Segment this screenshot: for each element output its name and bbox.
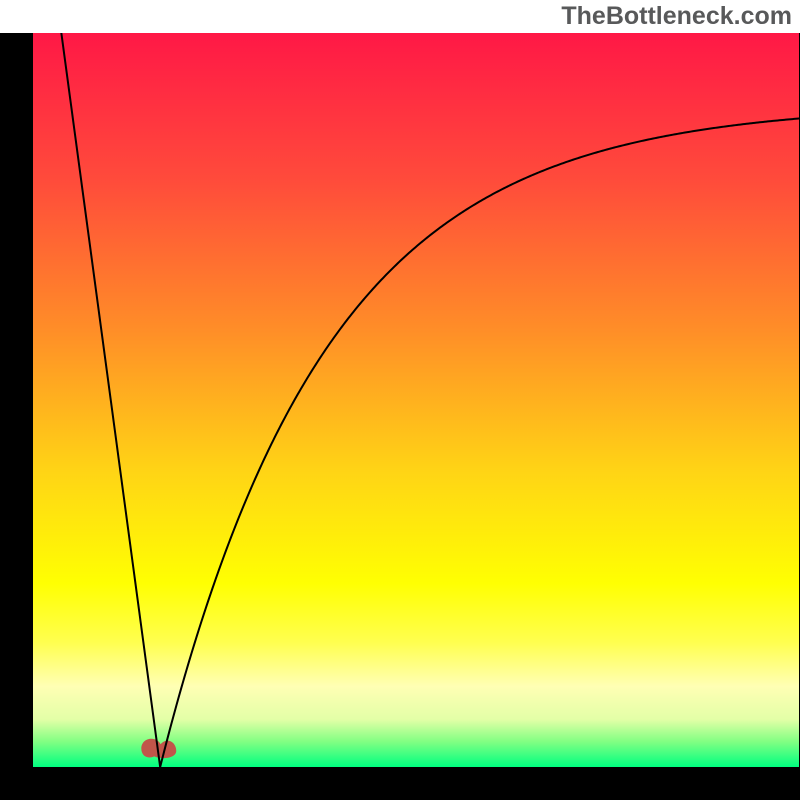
watermark-text: TheBottleneck.com	[0, 0, 800, 33]
gradient-background	[33, 33, 799, 767]
chart-frame: TheBottleneck.com	[0, 0, 800, 800]
chart-svg	[33, 33, 799, 767]
plot-area	[33, 33, 799, 767]
